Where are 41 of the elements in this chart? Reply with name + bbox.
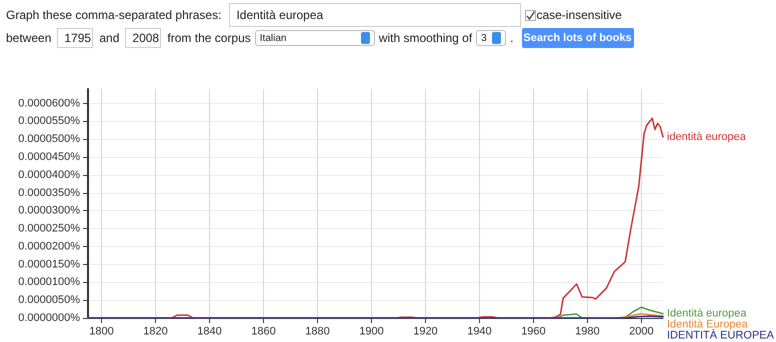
x-tick-label: 1960 <box>521 326 546 338</box>
y-tick-label: 0.0000450% <box>18 150 80 163</box>
y-tick-label: 0.0000500% <box>18 133 80 146</box>
y-tick-label: 0.0000550% <box>18 115 80 128</box>
text: Graph these comma-separated phrases: <box>6 8 222 22</box>
y-tick-label: 0.0000150% <box>18 258 80 270</box>
dropdown-field: Italian <box>254 30 375 46</box>
series-label: identità europea <box>667 130 747 143</box>
text: from the corpus <box>167 31 251 45</box>
x-tick-label: 1840 <box>197 326 222 338</box>
text: . <box>510 31 514 45</box>
x-tick-label: 2000 <box>629 326 654 338</box>
series-label: IDENTITÀ EUROPEA <box>667 328 775 342</box>
y-tick-label: 0.0000050% <box>18 294 80 306</box>
x-tick-label: 1940 <box>467 326 492 338</box>
dropdown-field: 3 <box>476 30 506 46</box>
y-tick-label: 0.0000200% <box>18 240 80 252</box>
y-tick-label: 0.0000100% <box>18 276 80 288</box>
series-label: Identità europea <box>667 308 748 320</box>
x-tick-label: 1920 <box>413 326 438 338</box>
text: with smoothing of <box>378 31 472 45</box>
x-tick-label: 1980 <box>575 326 600 338</box>
text-field: Identità europea <box>229 3 522 27</box>
x-tick-label: 1860 <box>251 326 276 338</box>
y-tick-label: 0.0000300% <box>18 204 80 217</box>
text: between <box>6 31 52 45</box>
x-tick-label: 1820 <box>143 326 168 338</box>
text: case-insensitive <box>536 8 622 22</box>
text-field: 2008 <box>125 28 162 48</box>
y-tick-label: 0.0000350% <box>18 186 80 199</box>
text: and <box>99 31 120 45</box>
x-tick-label: 1900 <box>359 326 384 338</box>
y-tick-label: 0.0000000% <box>18 312 80 324</box>
y-tick-label: 0.0000250% <box>18 222 80 235</box>
text-field: 1795 <box>57 28 94 48</box>
x-tick-label: 1800 <box>89 326 114 338</box>
y-tick-label: 0.0000400% <box>18 168 80 181</box>
search-button: Search lots of books <box>522 28 634 48</box>
x-tick-label: 1880 <box>305 326 330 338</box>
series-label: Identità Europea <box>667 318 749 331</box>
y-tick-label: 0.0000600% <box>18 97 80 110</box>
